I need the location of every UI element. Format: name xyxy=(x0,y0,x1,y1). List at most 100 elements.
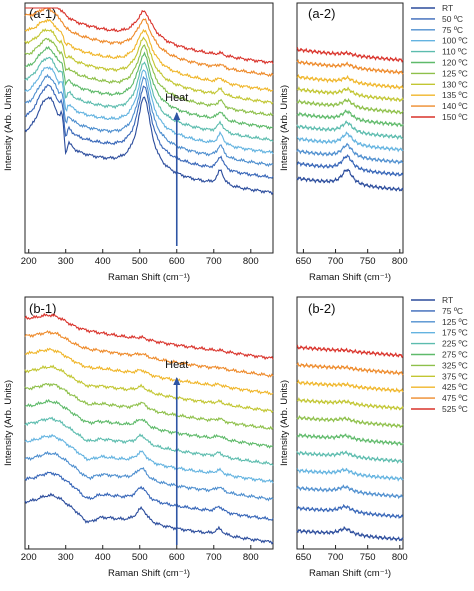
series-line xyxy=(296,379,404,394)
heat-arrow-a1: Heat xyxy=(165,92,188,246)
x-tick-label: 300 xyxy=(58,256,74,267)
panel-3-curves xyxy=(24,312,274,545)
x-tick-label: 400 xyxy=(95,552,111,563)
series-line xyxy=(296,73,404,90)
series-line xyxy=(296,97,404,115)
series-line xyxy=(296,415,404,429)
legend-entry: 425 ºC xyxy=(442,382,468,392)
series-line xyxy=(296,450,404,464)
series-line xyxy=(24,66,274,155)
series-line xyxy=(25,7,274,65)
series-line xyxy=(296,397,404,411)
legend-entry: 75 ºC xyxy=(442,25,463,35)
series-line xyxy=(296,154,404,177)
series-line xyxy=(24,312,274,361)
panel-b1-frame xyxy=(24,296,274,550)
legend-entry: 150 ºC xyxy=(442,112,468,122)
x-tick-label: 800 xyxy=(392,256,408,267)
panel-a1-xlabel: Raman Shift (cm⁻¹) xyxy=(108,272,190,283)
legend-entry: 525 ºC xyxy=(442,404,468,414)
panel-a2-frame xyxy=(296,2,404,254)
series-line xyxy=(296,344,404,359)
series-line xyxy=(296,86,404,102)
x-tick-label: 650 xyxy=(295,552,311,563)
legend-entry: 325 ºC xyxy=(442,360,468,370)
series-line xyxy=(296,432,404,447)
panel-b2-xlabel: Raman Shift (cm⁻¹) xyxy=(309,568,391,579)
series-line xyxy=(24,347,274,396)
series-line xyxy=(24,18,274,92)
legend-entry: 125 ºC xyxy=(442,317,468,327)
series-line xyxy=(296,46,404,63)
series-line xyxy=(24,450,274,502)
x-tick-label: 700 xyxy=(328,552,344,563)
legend-entry: RT xyxy=(442,295,453,305)
series-line xyxy=(296,120,404,140)
x-tick-label: 600 xyxy=(169,552,185,563)
legend-entry: 135 ºC xyxy=(442,90,468,100)
series-line xyxy=(24,96,274,196)
legend-entry: 110 ºC xyxy=(442,47,467,57)
series-line xyxy=(24,56,274,142)
x-tick-label: 800 xyxy=(243,256,259,267)
series-line xyxy=(296,131,404,153)
panel-a1-ylabel: Intensity (Arb. Units) xyxy=(3,85,14,171)
legend-entry: 120 ºC xyxy=(442,58,468,68)
series-line xyxy=(24,471,274,521)
x-tick-label: 750 xyxy=(360,552,376,563)
x-tick-label: 700 xyxy=(328,256,344,267)
legend-entry: 375 ºC xyxy=(442,371,468,381)
series-line xyxy=(24,7,274,78)
legend-entry: 50 ºC xyxy=(442,14,463,24)
legend-entry: 275 ºC xyxy=(442,350,468,360)
series-line xyxy=(24,398,274,449)
legend-entry: 475 ºC xyxy=(442,393,468,403)
series-line xyxy=(296,467,404,482)
x-tick-label: 700 xyxy=(206,552,222,563)
x-tick-label: 200 xyxy=(21,256,37,267)
series-line xyxy=(24,28,274,105)
curve-layer xyxy=(24,7,404,545)
x-tick-label: 500 xyxy=(132,256,148,267)
x-tick-label: 800 xyxy=(243,552,259,563)
x-tick-label: 700 xyxy=(206,256,222,267)
legend-entry: RT xyxy=(442,3,453,13)
series-line xyxy=(24,73,274,168)
panel-1-curves xyxy=(24,7,274,196)
panel-a1-frame xyxy=(24,2,274,254)
legend-entry: 225 ºC xyxy=(442,339,468,349)
panel-b2-frame xyxy=(296,296,404,550)
legend-entry: 125 ºC xyxy=(442,68,468,78)
x-tick-label: 200 xyxy=(21,552,37,563)
series-line xyxy=(24,84,274,179)
heat-arrow-b1: Heat xyxy=(165,359,188,545)
legend-entry: 75 ºC xyxy=(442,306,463,316)
series-line xyxy=(296,361,404,376)
series-line xyxy=(296,526,404,542)
panel-b2-ylabel: Intensity (Arb. Units) xyxy=(279,380,290,466)
heat-arrow-b1-head xyxy=(173,377,181,385)
x-tick-label: 500 xyxy=(132,552,148,563)
series-line xyxy=(24,45,274,130)
panel-b2-label: (b-2) xyxy=(308,301,335,316)
panel-a2-ylabel: Intensity (Arb. Units) xyxy=(279,85,290,171)
x-tick-label: 750 xyxy=(360,256,376,267)
legend-entry: 140 ºC xyxy=(442,101,468,111)
heat-label-a1: Heat xyxy=(165,92,188,104)
x-tick-label: 300 xyxy=(58,552,74,563)
panel-a2-label: (a-2) xyxy=(308,6,335,21)
series-line xyxy=(24,330,274,378)
series-line xyxy=(296,484,404,500)
legend-entry: 130 ºC xyxy=(442,79,468,89)
series-line xyxy=(24,416,274,466)
series-line xyxy=(24,37,274,117)
tick-layer: 200 300 400 500 600 700 800 650 700 750 800 200 300 4… xyxy=(21,249,408,563)
x-tick-label: 400 xyxy=(95,256,111,267)
heat-label-b1: Heat xyxy=(165,359,188,371)
series-line xyxy=(24,382,274,430)
panel-2-curves xyxy=(296,46,404,192)
series-line xyxy=(296,59,404,75)
legend-entry: 175 ºC xyxy=(442,328,468,338)
